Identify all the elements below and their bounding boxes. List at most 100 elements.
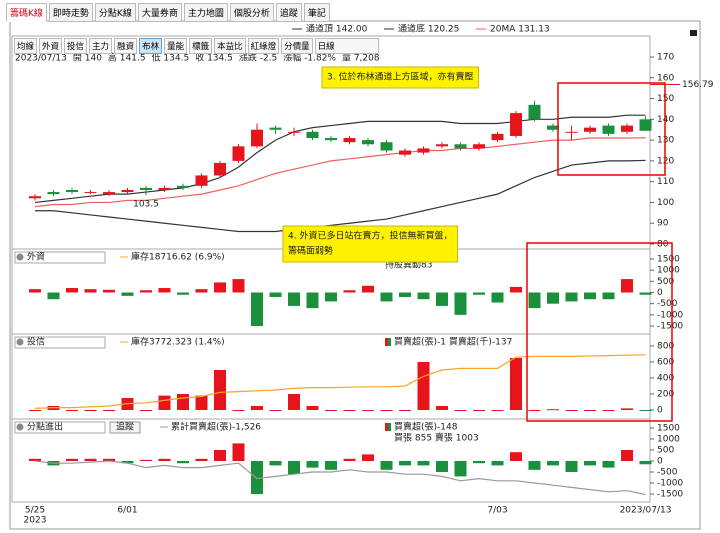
bar <box>66 410 78 411</box>
bar <box>510 452 522 461</box>
bar <box>491 410 504 411</box>
toolbar-button[interactable]: 量能 <box>164 38 188 54</box>
bar <box>288 394 300 410</box>
bar <box>214 450 226 461</box>
candle-body <box>232 146 245 161</box>
bar <box>547 409 559 411</box>
candle-body <box>584 127 596 132</box>
bar <box>195 458 208 461</box>
tab[interactable]: 即時走勢 <box>48 3 93 22</box>
toolbar-button[interactable]: 日線 <box>314 38 379 54</box>
info-text: 量 7,208 <box>342 53 380 64</box>
candle-body <box>140 187 152 190</box>
legend-label: 通道底 120.25 <box>398 23 459 35</box>
button[interactable] <box>109 421 141 434</box>
toolbar-button[interactable]: 標籤 <box>189 38 213 54</box>
candle-body <box>288 131 300 133</box>
candle-body <box>306 131 319 139</box>
candle-body <box>121 189 134 193</box>
close-icon <box>16 253 24 261</box>
y-tick-label: 170 <box>657 53 674 63</box>
tab[interactable]: 籌碼K線 <box>6 3 47 22</box>
bar <box>121 461 134 464</box>
candle-body <box>47 192 60 195</box>
bar <box>454 461 467 477</box>
bar <box>103 458 115 461</box>
toolbar-button[interactable]: 本益比 <box>214 38 246 54</box>
legend-label: 庫存18716.62 (6.9%) <box>131 251 225 263</box>
tab[interactable]: 個股分析 <box>229 3 274 22</box>
bar <box>251 292 263 326</box>
line-series <box>35 159 646 233</box>
bar <box>288 461 300 475</box>
bar <box>602 292 615 300</box>
toolbar-button[interactable]: 均線 <box>14 38 38 54</box>
bar <box>473 410 485 411</box>
bar <box>491 292 504 303</box>
bar <box>565 292 578 302</box>
y-tick-label: -1000 <box>657 479 683 489</box>
lock-icon <box>690 30 697 36</box>
line-series <box>34 354 646 409</box>
bar <box>639 461 652 465</box>
bar <box>325 410 337 411</box>
bar <box>29 289 41 293</box>
candle-body <box>491 133 504 141</box>
bar <box>362 285 374 293</box>
bar <box>177 461 189 464</box>
y-tick-label: 1000 <box>657 435 680 445</box>
tab[interactable]: 分點K線 <box>94 3 136 22</box>
legend-swatch <box>388 338 391 346</box>
bar <box>343 458 356 461</box>
y-tick-label: 100 <box>657 198 674 208</box>
panel-selector: 投信 <box>27 336 45 348</box>
bar <box>177 292 189 295</box>
bar <box>325 292 337 302</box>
legend-label: 20MA 131.13 <box>490 25 550 35</box>
bar <box>602 410 615 411</box>
y-tick-label: -1500 <box>657 322 683 332</box>
candle-body <box>177 185 189 188</box>
bar <box>436 292 448 306</box>
legend-label: 庫存3772.323 (1.4%) <box>131 336 225 348</box>
toolbar-button[interactable]: 布林 <box>139 38 163 54</box>
candle-body <box>84 192 97 194</box>
candle-body <box>195 175 208 186</box>
outer-frame <box>9 20 701 530</box>
bar <box>399 410 411 411</box>
tab[interactable]: 大量券商 <box>137 3 182 22</box>
y-tick-label: 1500 <box>657 255 680 265</box>
bar <box>47 292 60 300</box>
callout-box <box>282 225 458 263</box>
toolbar-button[interactable]: 分價量 <box>281 38 313 54</box>
bar <box>602 461 615 468</box>
info-text: 收 134.5 <box>195 52 233 64</box>
toolbar-button[interactable]: 融資 <box>114 38 138 54</box>
y-tick-label: -500 <box>657 299 678 309</box>
toolbar-button[interactable]: 紅綠燈 <box>247 38 280 54</box>
toolbar-button[interactable]: 投信 <box>64 38 88 54</box>
candle-body <box>417 148 430 153</box>
candle-body <box>66 189 78 193</box>
bar <box>103 410 115 411</box>
tab[interactable]: 筆記 <box>303 3 330 22</box>
bar <box>399 461 411 466</box>
y-tick-label: 0 <box>657 457 663 467</box>
toolbar-button[interactable]: 主力 <box>89 38 113 54</box>
legend-label: 買賣超(張)-148 <box>394 421 458 433</box>
bar <box>288 292 300 306</box>
tab[interactable]: 主力地圖 <box>183 3 228 22</box>
high-marker-label: 156.79 <box>682 80 714 90</box>
bar <box>121 292 134 296</box>
y-tick-label: 80 <box>657 240 669 250</box>
bar <box>380 410 393 411</box>
tab[interactable]: 追蹤 <box>275 3 302 22</box>
bar <box>306 461 319 468</box>
dropdown <box>14 251 106 264</box>
candle-body <box>399 150 411 155</box>
x-tick-label: 6/01 <box>117 506 137 516</box>
toolbar-button[interactable]: 外資 <box>39 38 63 54</box>
candle-body <box>362 140 374 145</box>
bar <box>621 408 633 410</box>
bar <box>547 461 559 466</box>
